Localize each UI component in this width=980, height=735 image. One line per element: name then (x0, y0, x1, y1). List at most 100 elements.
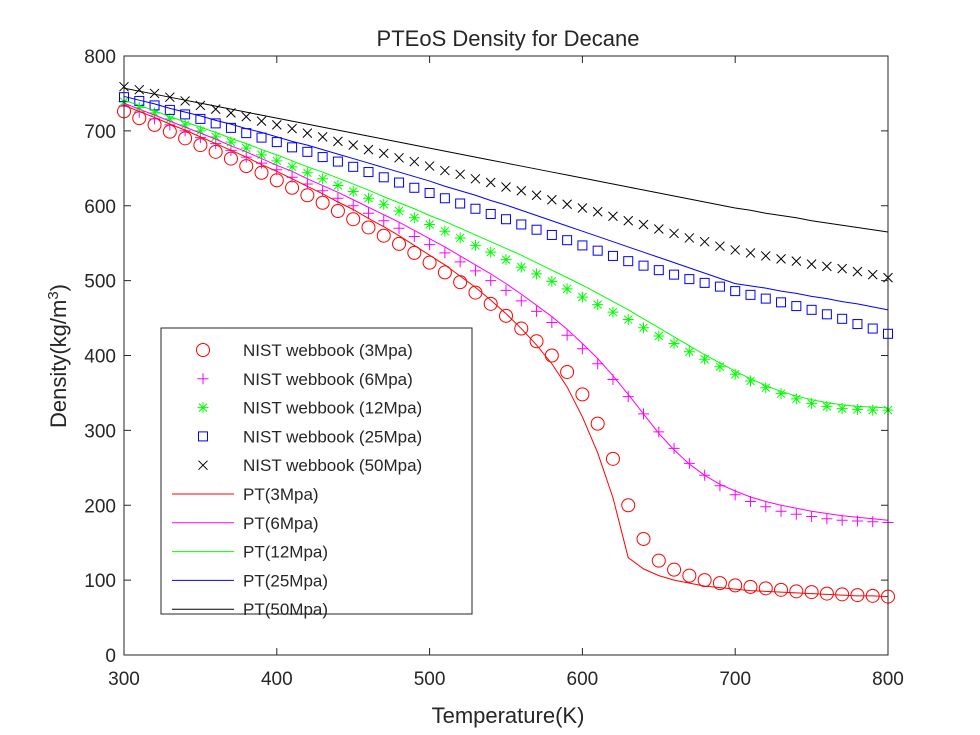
data-point (241, 111, 252, 122)
series-2 (118, 96, 894, 416)
data-point (133, 102, 145, 114)
data-point (424, 161, 435, 171)
data-point (605, 451, 620, 466)
data-point (822, 261, 832, 272)
data-point (470, 203, 481, 214)
data-point (501, 214, 511, 225)
data-point (180, 109, 191, 120)
data-point (806, 304, 817, 315)
data-point (392, 236, 407, 251)
data-point (546, 229, 557, 240)
data-point (424, 188, 435, 199)
data-point (821, 513, 833, 525)
data-point (317, 173, 329, 185)
data-point (607, 306, 619, 318)
data-point (562, 199, 572, 210)
data-point (348, 161, 359, 172)
data-point (592, 245, 603, 256)
data-point (668, 442, 680, 454)
data-point (775, 505, 787, 517)
data-point (332, 156, 343, 167)
series-line (123, 102, 889, 521)
data-point (653, 224, 664, 234)
data-point (851, 403, 863, 415)
data-point (302, 128, 313, 138)
data-point (562, 235, 573, 246)
data-point (806, 397, 818, 409)
data-point (699, 236, 710, 247)
data-point (837, 313, 848, 324)
data-point (531, 190, 542, 201)
data-point (575, 387, 590, 402)
x-tick-label: 800 (872, 669, 904, 690)
data-point (852, 266, 863, 277)
data-point (776, 297, 787, 308)
data-point (714, 281, 725, 292)
data-point (469, 239, 481, 251)
legend-box (160, 327, 473, 615)
data-point (577, 203, 588, 213)
data-point (638, 219, 649, 230)
data-point (515, 295, 527, 307)
legend-marker-swatch (196, 343, 210, 357)
data-point (470, 173, 481, 184)
legend: NIST webbook (3Mpa) NIST webbook (6Mpa) NI… (160, 327, 473, 619)
series-5 (123, 104, 889, 598)
data-point (361, 220, 376, 235)
data-point (867, 404, 879, 416)
series-line (123, 99, 889, 409)
data-point (330, 203, 345, 218)
series-line (123, 104, 889, 598)
data-point (608, 211, 618, 222)
data-point (424, 239, 436, 251)
legend-item: NIST webbook (12Mpa) (197, 399, 422, 418)
data-point (745, 289, 756, 300)
data-point (760, 382, 772, 394)
data-point (317, 132, 328, 142)
data-point (667, 562, 682, 577)
data-point (485, 275, 497, 287)
data-point (729, 368, 741, 380)
x-tick-label: 400 (261, 669, 293, 690)
series-layer (117, 81, 895, 604)
data-point (712, 576, 727, 591)
data-point (469, 265, 481, 277)
data-point (332, 180, 344, 192)
data-point (668, 338, 680, 350)
data-point (499, 308, 513, 323)
data-point (485, 208, 496, 219)
data-point (348, 140, 359, 150)
data-point (439, 193, 450, 204)
data-point (317, 185, 329, 197)
data-point (776, 254, 786, 264)
data-point (669, 269, 680, 280)
data-point (210, 131, 222, 143)
legend-marker-swatch (198, 460, 208, 471)
data-point (576, 343, 588, 355)
data-point (500, 254, 512, 266)
data-point (134, 84, 145, 95)
data-point (560, 364, 575, 379)
data-point (576, 291, 588, 303)
data-point (514, 321, 529, 336)
data-point (744, 496, 756, 508)
data-point (301, 167, 313, 179)
data-point (378, 172, 389, 183)
data-point (286, 161, 298, 173)
data-point (210, 118, 221, 129)
data-point (790, 393, 802, 405)
legend-item: PT(12Mpa) (172, 543, 328, 562)
data-point (409, 156, 420, 167)
data-point (394, 152, 404, 163)
data-point (409, 182, 420, 193)
data-point (422, 255, 437, 270)
data-point (317, 152, 328, 163)
data-point (531, 305, 543, 317)
data-point (394, 177, 405, 188)
data-point (393, 205, 405, 217)
y-axis-label-superscript: 3 (45, 291, 62, 299)
y-tick-label: 400 (84, 347, 116, 368)
data-point (684, 233, 695, 243)
data-point (455, 169, 466, 180)
data-point (271, 120, 282, 130)
